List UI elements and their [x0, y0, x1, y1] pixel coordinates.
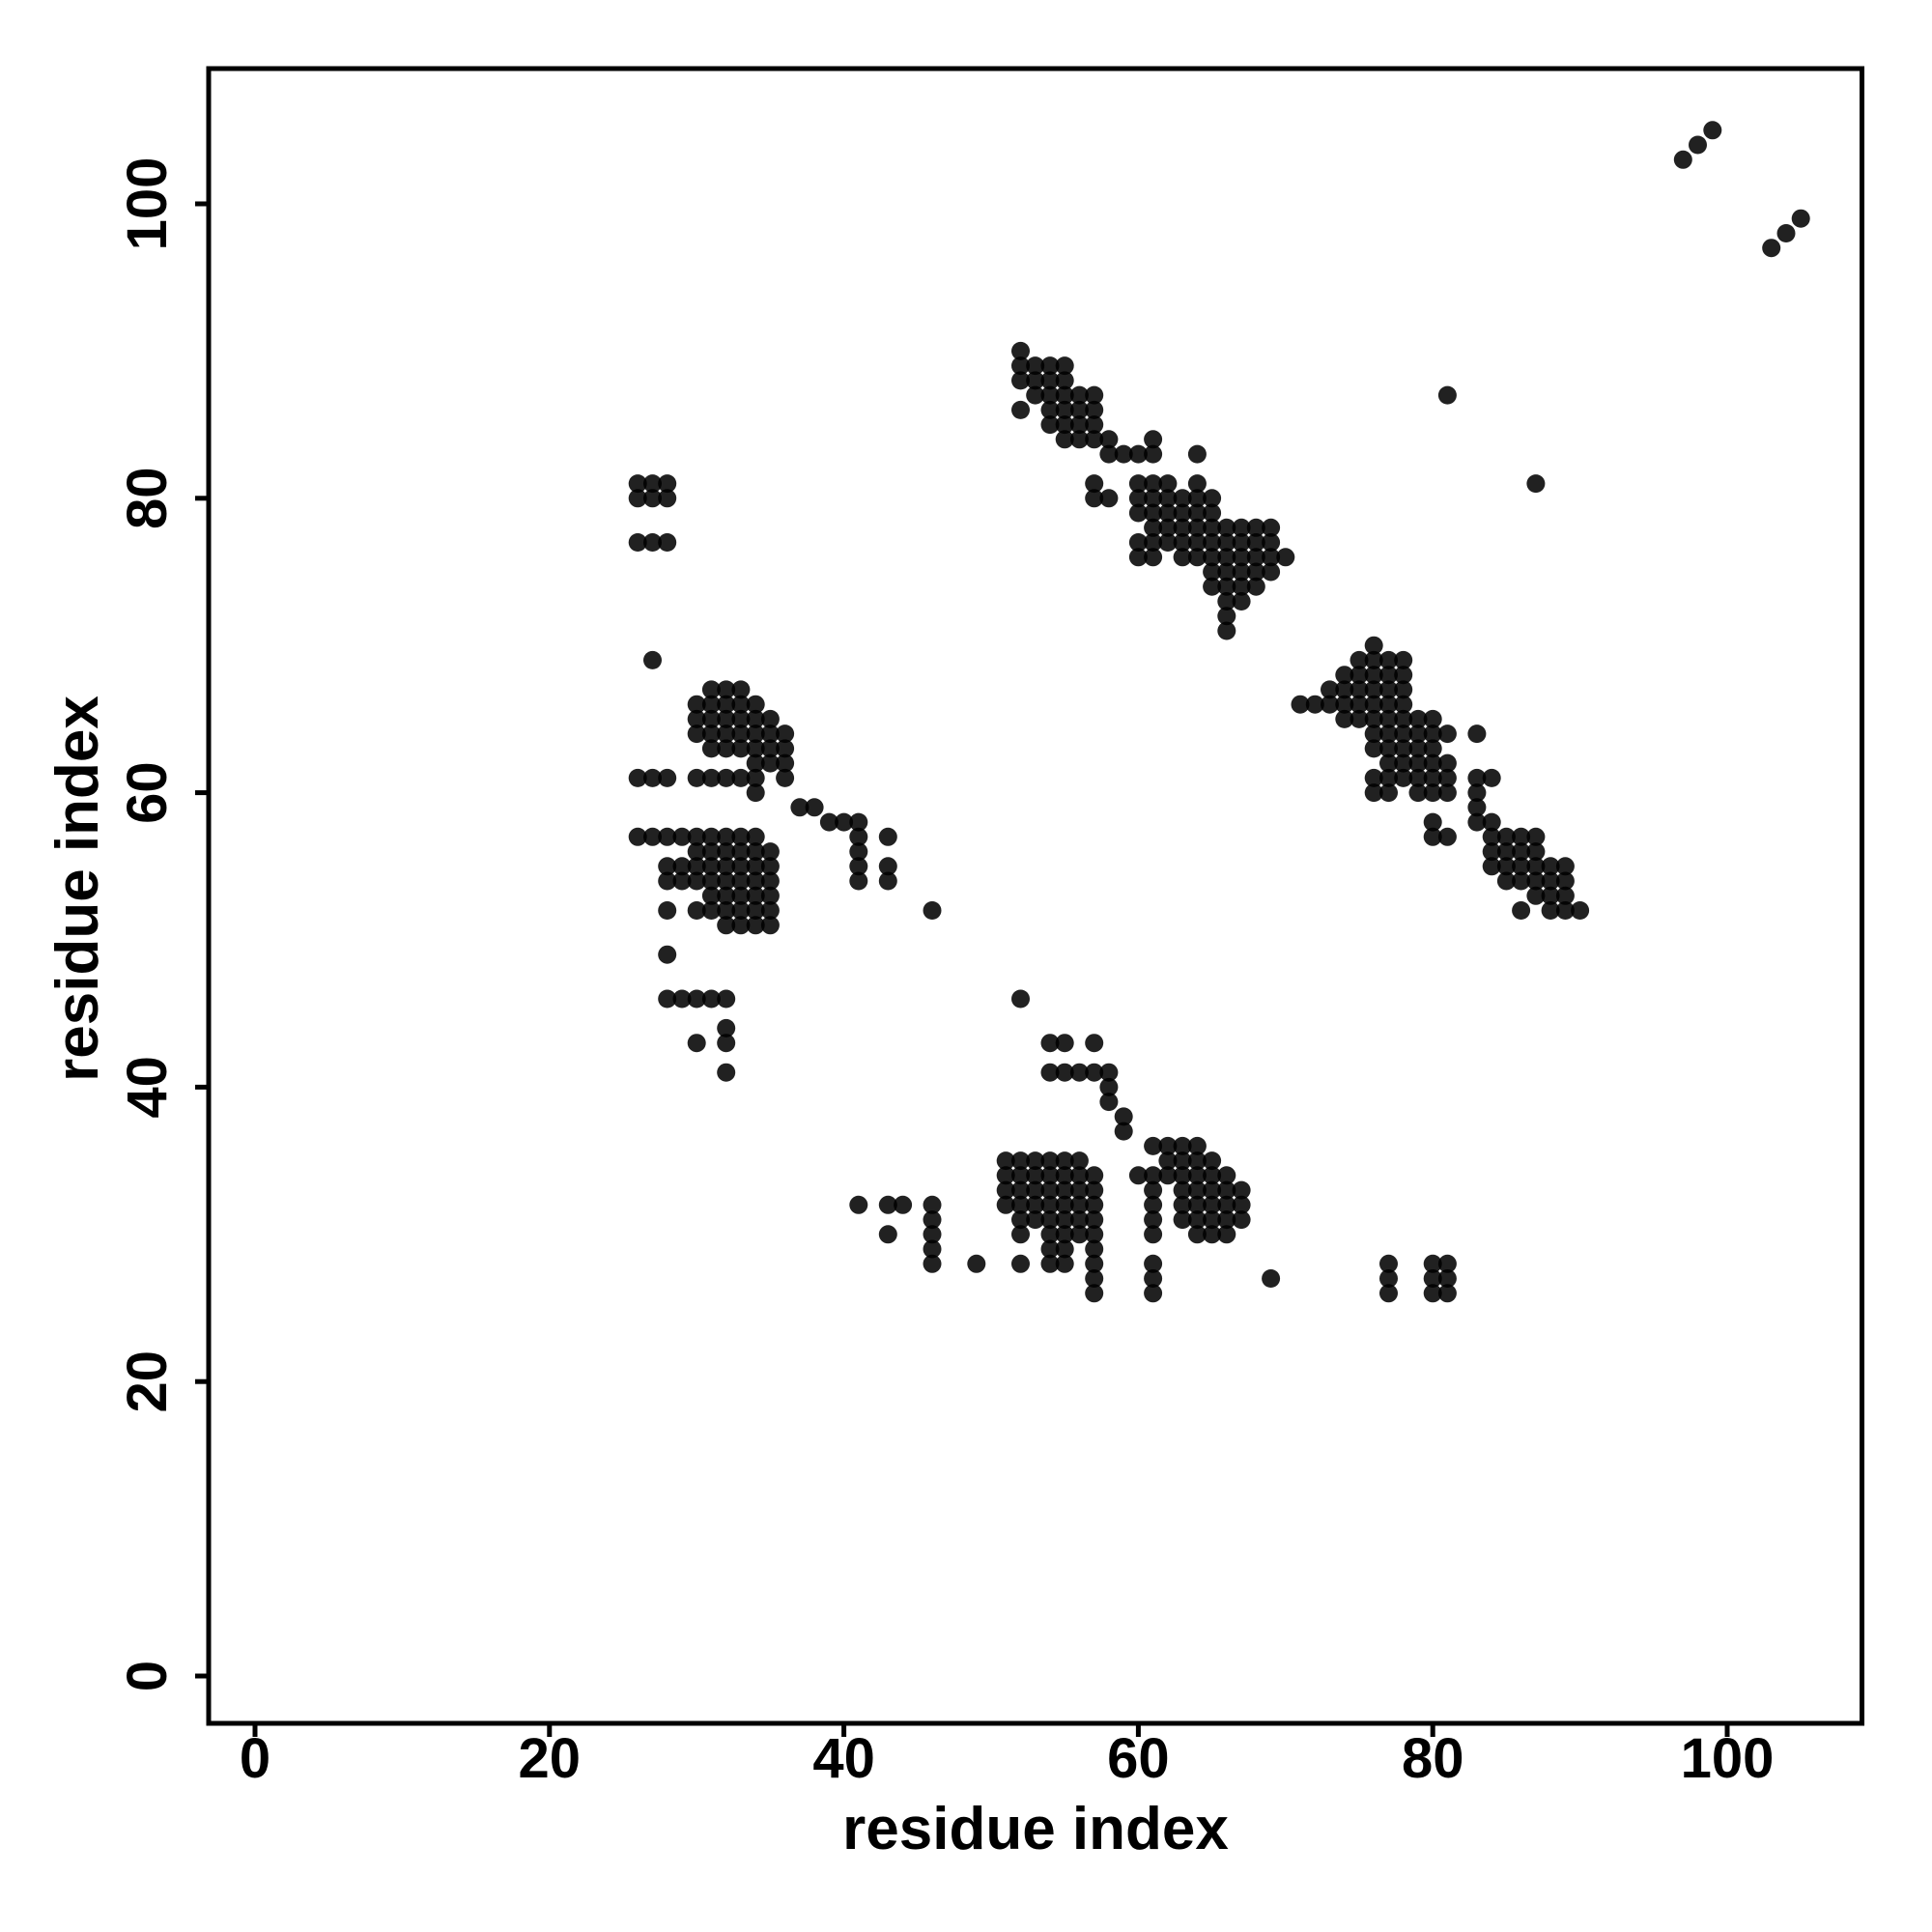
svg-text:residue index: residue index [44, 696, 111, 1082]
svg-text:60: 60 [116, 761, 179, 824]
svg-text:100: 100 [116, 157, 179, 251]
svg-text:20: 20 [116, 1350, 179, 1413]
svg-text:100: 100 [1681, 1727, 1775, 1790]
svg-text:20: 20 [519, 1727, 582, 1790]
svg-text:40: 40 [116, 1056, 179, 1119]
svg-text:0: 0 [116, 1661, 179, 1691]
svg-text:40: 40 [812, 1727, 875, 1790]
svg-text:0: 0 [240, 1727, 270, 1790]
svg-text:60: 60 [1107, 1727, 1170, 1790]
svg-text:80: 80 [116, 468, 179, 530]
svg-text:residue index: residue index [842, 1796, 1229, 1862]
svg-text:80: 80 [1402, 1727, 1464, 1790]
